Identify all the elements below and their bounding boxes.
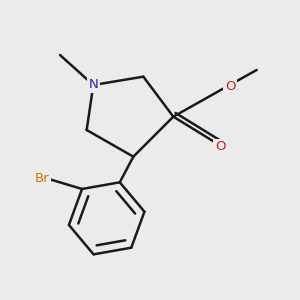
Text: Br: Br (35, 172, 49, 185)
Text: O: O (215, 140, 225, 153)
Text: N: N (88, 79, 98, 92)
Text: O: O (225, 80, 235, 93)
